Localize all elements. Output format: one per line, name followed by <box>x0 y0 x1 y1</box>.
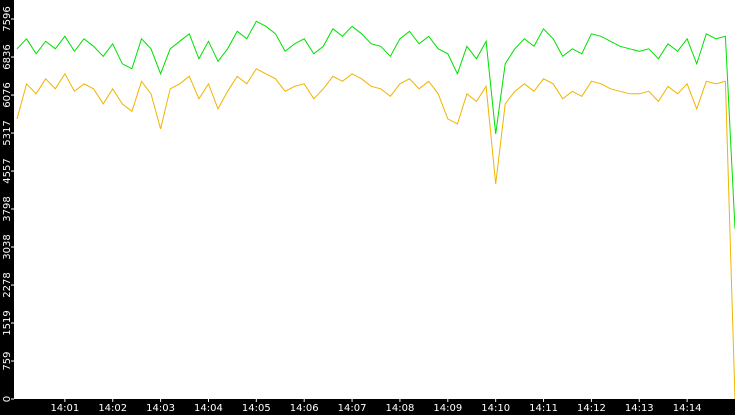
x-tick-label: 14:08 <box>386 403 415 414</box>
x-tick-label: 14:02 <box>98 403 127 414</box>
x-tick-label: 14:11 <box>529 403 558 414</box>
x-tick-label: 14:05 <box>242 403 271 414</box>
y-tick-label: 1519 <box>2 310 13 335</box>
y-tick-label: 6836 <box>2 44 13 69</box>
y-tick-label: 6076 <box>2 82 13 107</box>
x-tick-label: 14:07 <box>338 403 367 414</box>
x-tick-label: 14:10 <box>481 403 510 414</box>
x-tick-label: 14:09 <box>433 403 462 414</box>
series-line <box>16 68 735 400</box>
y-tick-label: 2278 <box>2 272 13 297</box>
y-tick-label: 7596 <box>2 6 13 31</box>
x-tick-label: 14:01 <box>50 403 79 414</box>
y-tick-label: 3798 <box>2 196 13 221</box>
x-tick-label: 14:04 <box>194 403 223 414</box>
x-tick-label: 14:14 <box>673 403 702 414</box>
x-tick-label: 14:13 <box>625 403 654 414</box>
x-tick-label: 14:03 <box>146 403 175 414</box>
x-tick-label: 14:12 <box>577 403 606 414</box>
y-tick-label: 3038 <box>2 234 13 259</box>
plot-area <box>14 0 735 399</box>
x-tick-label: 14:06 <box>290 403 319 414</box>
series-line <box>16 20 735 229</box>
y-tick-label: 0 <box>2 396 13 402</box>
y-tick-label: 5317 <box>2 120 13 145</box>
y-tick-label: 4557 <box>2 158 13 183</box>
y-tick-label: 759 <box>2 351 13 370</box>
